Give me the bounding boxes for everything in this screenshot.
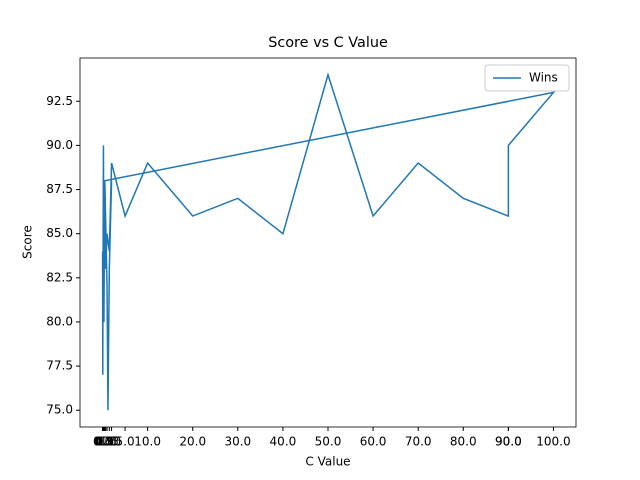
legend-label: Wins [529,71,558,85]
line [101,72,556,411]
y-axis-label: Score [21,225,35,259]
chart-title: Score vs C Value [268,35,388,51]
x-tick-label: 70.0 [405,435,432,449]
x-tick-label: 50.0 [315,435,342,449]
y-tick-label: 82.5 [46,270,73,284]
x-tick-label: 0.1 [93,435,112,449]
x-tick-label: 0.0 [93,435,112,449]
y-tick-label: 85.0 [46,226,73,240]
legend-box [484,64,570,92]
plot-frame [79,57,577,428]
x-tick-label: 20.0 [179,435,206,449]
x-tick-label: 60.0 [360,435,387,449]
x-tick-label: 100.0 [536,435,570,449]
y-tick-label: 80.0 [46,314,73,328]
x-tick-label: 0.1 [93,435,112,449]
x-tick-label: 90.0 [495,435,522,449]
x-tick-label: 40.0 [270,435,297,449]
x-tick-label: 0.7 [96,435,115,449]
x-tick-label: 0.5 [95,435,114,449]
x-tick-label: 0.2 [94,435,113,449]
y-tick-label: 75.0 [46,403,73,417]
y-tick-label: 87.5 [46,182,73,196]
x-tick-label: 30.0 [224,435,251,449]
x-tick-label: 10.0 [134,435,161,449]
x-axis-label: C Value [305,455,350,469]
x-tick-label: 1.0 [98,435,117,449]
y-tick-label: 90.0 [46,138,73,152]
x-tick-label: 5.0 [116,435,135,449]
y-tick-label: 77.5 [46,359,73,373]
x-tick-label: 80.0 [450,435,477,449]
x-tick-label: 2.0 [102,435,121,449]
x-tick-label: 1.5 [100,435,119,449]
x-tick-label: 0.3 [94,435,113,449]
x-tick-label: 90.0 [495,435,522,449]
y-tick-label: 92.5 [46,94,73,108]
